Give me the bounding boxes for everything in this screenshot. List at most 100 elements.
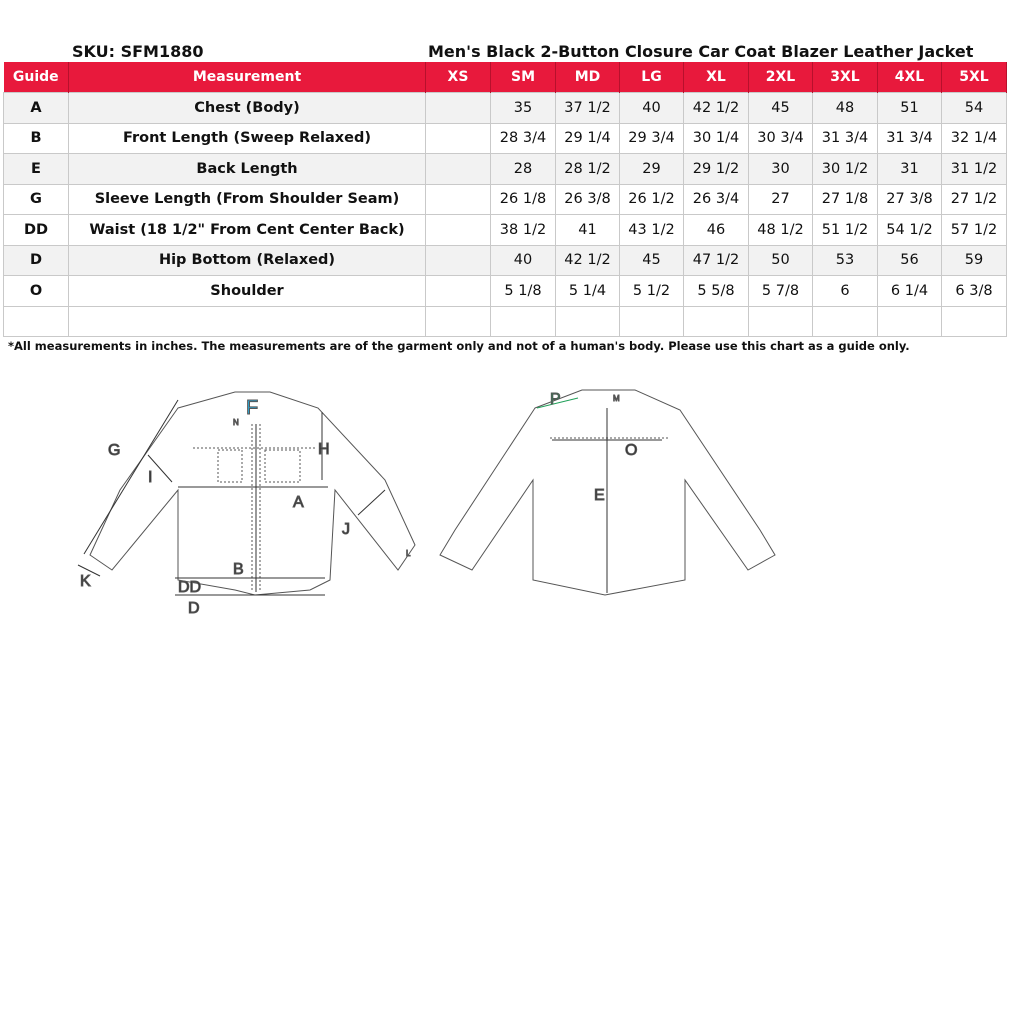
measurement-cell: Chest (Body) bbox=[68, 92, 426, 124]
size-value-cell: 27 bbox=[748, 183, 813, 215]
column-header-xs: XS bbox=[425, 62, 491, 93]
size-value-cell: 30 1/4 bbox=[683, 122, 749, 154]
size-value-cell: 31 3/4 bbox=[812, 122, 878, 154]
table-row: B Front Length (Sweep Relaxed) 28 3/4 29 1/… bbox=[3, 122, 1007, 154]
column-header-measurement: Measurement bbox=[68, 62, 426, 93]
size-value-cell: 50 bbox=[748, 244, 813, 276]
size-value-cell: 27 1/2 bbox=[941, 183, 1007, 215]
size-value-cell: 54 bbox=[941, 92, 1007, 124]
size-value-cell: 48 1/2 bbox=[748, 214, 813, 246]
guide-cell: B bbox=[3, 122, 69, 154]
size-value-cell: 35 bbox=[490, 92, 556, 124]
size-value-cell bbox=[425, 244, 491, 276]
label-M: M bbox=[613, 394, 620, 403]
guide-cell bbox=[3, 305, 69, 337]
size-value-cell: 26 3/4 bbox=[683, 183, 749, 215]
size-value-cell: 6 1/4 bbox=[877, 275, 942, 307]
size-value-cell: 28 3/4 bbox=[490, 122, 556, 154]
size-value-cell: 29 1/4 bbox=[555, 122, 620, 154]
label-I: I bbox=[148, 469, 152, 486]
size-value-cell: 42 1/2 bbox=[555, 244, 620, 276]
measurement-cell: Waist (18 1/2" From Cent Center Back) bbox=[68, 214, 426, 246]
table-header-row: Guide Measurement XS SM MD LG XL 2XL 3XL 4XL 5XL bbox=[3, 62, 1007, 93]
column-header-5xl: 5XL bbox=[941, 62, 1007, 93]
label-E: E bbox=[594, 487, 605, 504]
table-row: E Back Length 28 28 1/2 29 29 1/2 30 30 1/2 31 31… bbox=[3, 153, 1007, 185]
size-value-cell: 29 bbox=[619, 153, 684, 185]
label-A: A bbox=[293, 494, 304, 511]
size-value-cell: 40 bbox=[490, 244, 556, 276]
size-value-cell: 5 7/8 bbox=[748, 275, 813, 307]
size-value-cell: 27 3/8 bbox=[877, 183, 942, 215]
size-value-cell: 29 3/4 bbox=[619, 122, 684, 154]
column-header-2xl: 2XL bbox=[748, 62, 813, 93]
size-value-cell: 31 3/4 bbox=[877, 122, 942, 154]
column-header-guide: Guide bbox=[3, 62, 69, 93]
size-value-cell: 43 1/2 bbox=[619, 214, 684, 246]
size-value-cell bbox=[877, 305, 942, 337]
size-value-cell: 30 bbox=[748, 153, 813, 185]
measurement-cell: Shoulder bbox=[68, 275, 426, 307]
size-value-cell: 51 bbox=[877, 92, 942, 124]
size-value-cell bbox=[425, 183, 491, 215]
label-DD: DD bbox=[178, 579, 201, 596]
size-value-cell: 5 1/2 bbox=[619, 275, 684, 307]
label-O: O bbox=[625, 442, 637, 459]
measurement-note: *All measurements in inches. The measure… bbox=[8, 339, 910, 353]
size-value-cell: 31 bbox=[877, 153, 942, 185]
size-value-cell: 6 bbox=[812, 275, 878, 307]
guide-cell: A bbox=[3, 92, 69, 124]
size-value-cell: 37 1/2 bbox=[555, 92, 620, 124]
table-row: O Shoulder 5 1/8 5 1/4 5 1/2 5 5/8 5 7/8 6 6 1/4… bbox=[3, 275, 1007, 307]
label-P: P bbox=[550, 391, 561, 408]
size-value-cell bbox=[619, 305, 684, 337]
label-G: G bbox=[108, 442, 120, 459]
size-value-cell: 45 bbox=[619, 244, 684, 276]
label-D: D bbox=[188, 600, 200, 617]
label-L: L bbox=[406, 549, 411, 558]
size-value-cell: 26 3/8 bbox=[555, 183, 620, 215]
label-F: F bbox=[246, 397, 258, 419]
column-header-md: MD bbox=[555, 62, 620, 93]
product-title: Men's Black 2-Button Closure Car Coat Bl… bbox=[428, 42, 974, 61]
size-value-cell: 41 bbox=[555, 214, 620, 246]
size-value-cell: 28 1/2 bbox=[555, 153, 620, 185]
size-value-cell bbox=[425, 153, 491, 185]
size-value-cell: 53 bbox=[812, 244, 878, 276]
size-value-cell bbox=[425, 92, 491, 124]
measurement-cell: Hip Bottom (Relaxed) bbox=[68, 244, 426, 276]
size-value-cell: 5 1/4 bbox=[555, 275, 620, 307]
size-value-cell: 42 1/2 bbox=[683, 92, 749, 124]
measurement-cell: Sleeve Length (From Shoulder Seam) bbox=[68, 183, 426, 215]
column-header-sm: SM bbox=[490, 62, 556, 93]
table-row: DD Waist (18 1/2" From Cent Center Back) 3… bbox=[3, 214, 1007, 246]
arrow-J bbox=[357, 489, 386, 516]
guide-cell: E bbox=[3, 153, 69, 185]
measurement-cell: Front Length (Sweep Relaxed) bbox=[68, 122, 426, 154]
guide-cell: DD bbox=[3, 214, 69, 246]
table-row bbox=[3, 305, 1007, 337]
label-K: K bbox=[80, 573, 91, 590]
table-row: G Sleeve Length (From Shoulder Seam) 26 1/… bbox=[3, 183, 1007, 215]
size-value-cell: 45 bbox=[748, 92, 813, 124]
size-value-cell: 57 1/2 bbox=[941, 214, 1007, 246]
size-value-cell bbox=[683, 305, 749, 337]
size-value-cell: 28 bbox=[490, 153, 556, 185]
size-value-cell: 40 bbox=[619, 92, 684, 124]
jacket-front-diagram: F N G I H A J B DD D K L bbox=[77, 391, 416, 618]
size-value-cell: 46 bbox=[683, 214, 749, 246]
size-value-cell: 32 1/4 bbox=[941, 122, 1007, 154]
size-value-cell: 6 3/8 bbox=[941, 275, 1007, 307]
size-value-cell: 51 1/2 bbox=[812, 214, 878, 246]
arrow-I bbox=[147, 454, 173, 483]
size-value-cell bbox=[748, 305, 813, 337]
size-value-cell bbox=[941, 305, 1007, 337]
size-value-cell: 5 5/8 bbox=[683, 275, 749, 307]
size-value-cell: 27 1/8 bbox=[812, 183, 878, 215]
guide-cell: D bbox=[3, 244, 69, 276]
size-value-cell bbox=[425, 275, 491, 307]
label-N: N bbox=[233, 418, 239, 427]
size-value-cell: 47 1/2 bbox=[683, 244, 749, 276]
column-header-lg: LG bbox=[619, 62, 684, 93]
size-value-cell bbox=[425, 122, 491, 154]
